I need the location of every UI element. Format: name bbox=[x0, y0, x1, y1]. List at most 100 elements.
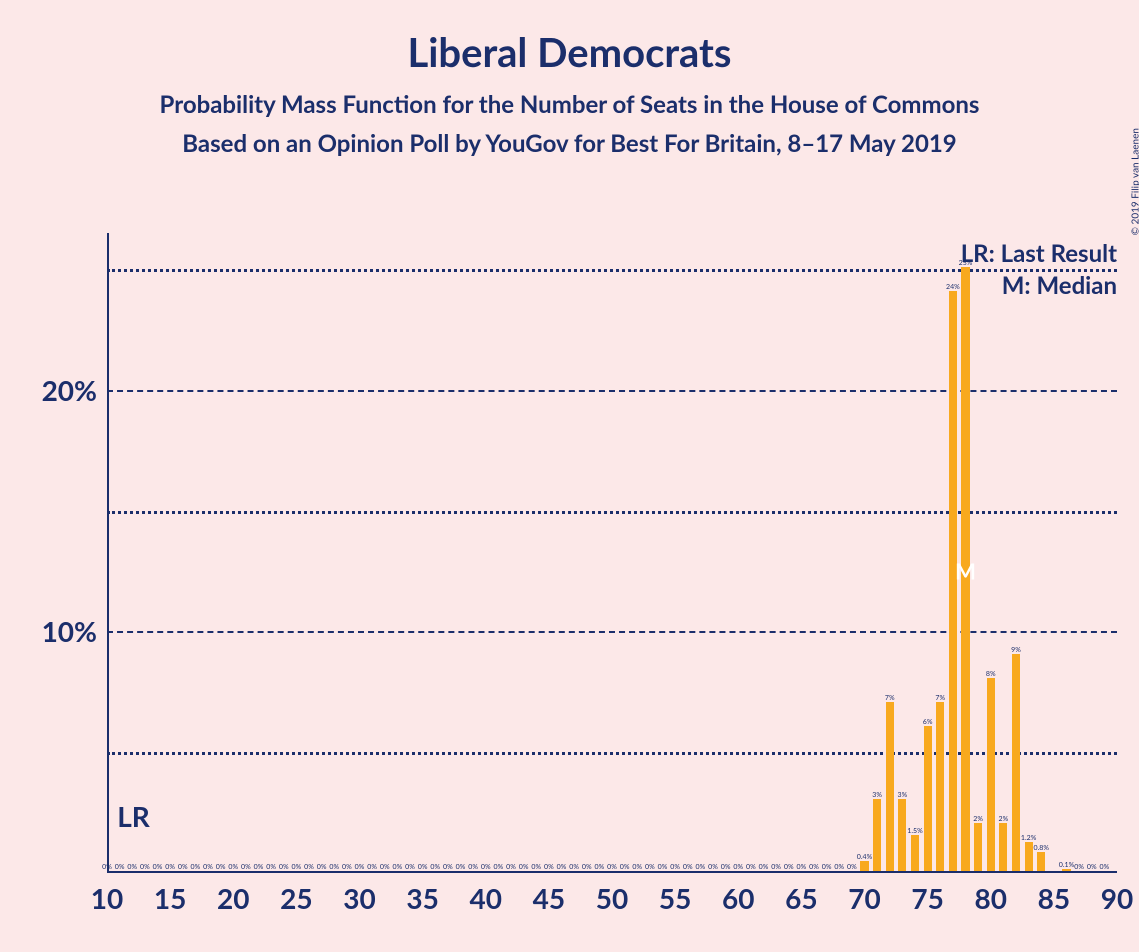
bar-value-label: 0% bbox=[746, 863, 756, 871]
x-axis-label: 80 bbox=[975, 881, 1007, 915]
bar-value-label: 0% bbox=[178, 863, 188, 871]
bar-value-label: 24% bbox=[946, 283, 960, 291]
x-axis-label: 55 bbox=[659, 881, 691, 915]
bar-value-label: 2% bbox=[973, 815, 983, 823]
bar-value-label: 0% bbox=[683, 863, 693, 871]
chart-bar bbox=[936, 702, 944, 871]
chart-title: Liberal Democrats bbox=[0, 28, 1139, 76]
lr-marker: LR bbox=[117, 799, 150, 833]
bar-value-label: 0.8% bbox=[1034, 844, 1049, 852]
bar-value-label: 0% bbox=[418, 863, 428, 871]
bar-value-label: 0% bbox=[519, 863, 529, 871]
x-axis-label: 45 bbox=[533, 881, 565, 915]
bar-value-label: 0% bbox=[228, 863, 238, 871]
chart-bar bbox=[860, 861, 868, 871]
bar-value-label: 8% bbox=[986, 670, 996, 678]
bar-value-label: 0% bbox=[632, 863, 642, 871]
copyright-text: © 2019 Filip van Laenen bbox=[1129, 128, 1139, 235]
x-axis-label: 50 bbox=[596, 881, 628, 915]
x-axis-label: 65 bbox=[785, 881, 817, 915]
x-axis-label: 40 bbox=[470, 881, 502, 915]
chart-bar bbox=[1037, 852, 1045, 871]
chart-bar bbox=[1025, 842, 1033, 871]
bar-value-label: 1.2% bbox=[1021, 834, 1036, 842]
bar-value-label: 6% bbox=[923, 718, 933, 726]
bar-value-label: 0% bbox=[582, 863, 592, 871]
y-axis-label: 10% bbox=[42, 614, 97, 648]
legend-m: M: Median bbox=[1002, 271, 1117, 300]
chart-subtitle-1: Probability Mass Function for the Number… bbox=[0, 90, 1139, 119]
bar-value-label: 0% bbox=[468, 863, 478, 871]
bar-value-label: 0% bbox=[140, 863, 150, 871]
x-axis-label: 20 bbox=[217, 881, 249, 915]
bar-value-label: 0% bbox=[607, 863, 617, 871]
x-axis-label: 75 bbox=[911, 881, 943, 915]
chart-bar bbox=[974, 823, 982, 871]
chart-bar bbox=[999, 823, 1007, 871]
x-axis-label: 35 bbox=[406, 881, 438, 915]
bar-value-label: 0% bbox=[834, 863, 844, 871]
bar-value-label: 0.4% bbox=[857, 853, 872, 861]
chart-bar bbox=[987, 678, 995, 871]
bar-value-label: 0% bbox=[342, 863, 352, 871]
bar-value-label: 0% bbox=[1087, 863, 1097, 871]
chart-bar bbox=[1062, 869, 1070, 871]
chart-subtitle-2: Based on an Opinion Poll by YouGov for B… bbox=[0, 129, 1139, 158]
median-marker: M bbox=[955, 558, 976, 585]
bar-value-label: 0% bbox=[456, 863, 466, 871]
x-axis-label: 90 bbox=[1101, 881, 1133, 915]
bar-value-label: 0% bbox=[721, 863, 731, 871]
x-axis-label: 25 bbox=[280, 881, 312, 915]
bar-value-label: 0% bbox=[216, 863, 226, 871]
legend-lr: LR: Last Result bbox=[961, 239, 1117, 268]
bar-value-label: 7% bbox=[935, 694, 945, 702]
bar-value-label: 0% bbox=[367, 863, 377, 871]
bar-value-label: 0% bbox=[797, 863, 807, 871]
chart-plot-area: LR: Last Result M: Median 10%20%10152025… bbox=[107, 233, 1117, 873]
bar-value-label: 0% bbox=[165, 863, 175, 871]
bar-value-label: 0% bbox=[544, 863, 554, 871]
bar-value-label: 0% bbox=[771, 863, 781, 871]
chart-bar bbox=[898, 799, 906, 871]
bar-value-label: 0% bbox=[380, 863, 390, 871]
bar-value-label: 7% bbox=[885, 694, 895, 702]
bar-value-label: 0% bbox=[279, 863, 289, 871]
bar-value-label: 0% bbox=[430, 863, 440, 871]
bar-value-label: 25% bbox=[959, 259, 973, 267]
bar-value-label: 0% bbox=[696, 863, 706, 871]
y-axis-label: 20% bbox=[42, 373, 97, 407]
bar-value-label: 0.1% bbox=[1059, 861, 1074, 869]
chart-bar bbox=[911, 835, 919, 871]
bar-value-label: 0% bbox=[355, 863, 365, 871]
bar-value-label: 0% bbox=[102, 863, 112, 871]
chart-bar bbox=[924, 726, 932, 871]
bar-value-label: 0% bbox=[784, 863, 794, 871]
bar-value-label: 2% bbox=[999, 815, 1009, 823]
bar-value-label: 0% bbox=[822, 863, 832, 871]
bar-value-label: 0% bbox=[506, 863, 516, 871]
bar-value-label: 0% bbox=[645, 863, 655, 871]
bar-value-label: 0% bbox=[494, 863, 504, 871]
bar-value-label: 0% bbox=[809, 863, 819, 871]
bar-value-label: 0% bbox=[266, 863, 276, 871]
bar-value-label: 0% bbox=[569, 863, 579, 871]
bar-value-label: 0% bbox=[733, 863, 743, 871]
bar-value-label: 1.5% bbox=[907, 827, 922, 835]
bar-value-label: 0% bbox=[620, 863, 630, 871]
x-axis-label: 15 bbox=[154, 881, 186, 915]
bar-value-label: 0% bbox=[115, 863, 125, 871]
bar-value-label: 0% bbox=[304, 863, 314, 871]
bar-value-label: 0% bbox=[759, 863, 769, 871]
x-axis-label: 30 bbox=[343, 881, 375, 915]
bar-value-label: 0% bbox=[443, 863, 453, 871]
bar-value-label: 0% bbox=[1100, 863, 1110, 871]
bar-value-label: 0% bbox=[847, 863, 857, 871]
bar-value-label: 0% bbox=[241, 863, 251, 871]
chart-bar bbox=[873, 799, 881, 871]
bar-value-label: 0% bbox=[203, 863, 213, 871]
bar-value-label: 0% bbox=[658, 863, 668, 871]
bar-value-label: 0% bbox=[557, 863, 567, 871]
chart-bar bbox=[1012, 654, 1020, 871]
bar-value-label: 0% bbox=[1074, 863, 1084, 871]
bar-value-label: 0% bbox=[329, 863, 339, 871]
